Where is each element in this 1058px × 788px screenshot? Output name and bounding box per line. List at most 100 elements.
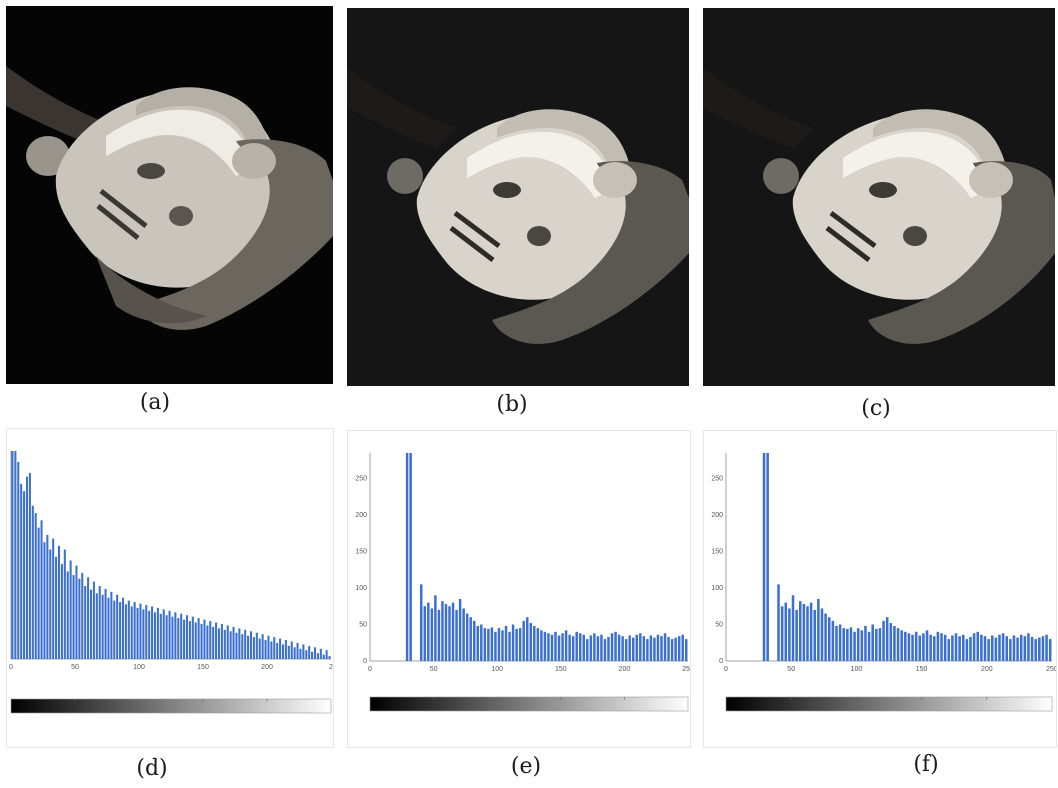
photo-b <box>347 8 689 386</box>
histogram-bar <box>46 534 49 659</box>
histogram-bar <box>55 556 58 659</box>
histogram-bar <box>983 636 987 661</box>
histogram-bar <box>229 631 232 659</box>
x-tick-label: 200 <box>261 664 273 671</box>
histogram-bar <box>194 622 197 659</box>
histogram-bar <box>212 626 215 659</box>
x-tick-label: 200 <box>619 666 631 673</box>
histogram-bar <box>593 633 596 661</box>
histogram-bar <box>954 633 958 661</box>
histogram-bar <box>151 606 154 659</box>
histogram-bar <box>806 606 809 661</box>
histogram-bar <box>217 628 221 659</box>
histogram-bar <box>885 617 889 661</box>
x-tick-label: 0 <box>724 666 728 673</box>
histogram-bar <box>871 624 874 661</box>
histogram-bar <box>667 636 670 661</box>
histogram-bar <box>838 624 842 661</box>
histogram-bar <box>610 633 614 661</box>
x-tick-label: 50 <box>787 666 795 673</box>
histogram-bar <box>925 630 929 661</box>
histogram-bar <box>526 617 529 661</box>
y-tick-label: 200 <box>355 512 367 519</box>
histogram-bar <box>63 549 66 659</box>
histogram-bar <box>101 594 104 659</box>
histogram-bar <box>177 618 180 659</box>
histogram-bar <box>575 631 578 661</box>
histogram-bar <box>1045 634 1048 661</box>
x-tick-label: 50 <box>430 666 438 673</box>
histogram-bar <box>153 612 157 659</box>
histogram-bar <box>677 636 681 661</box>
histogram-bar <box>614 631 617 661</box>
histogram-bar <box>455 609 458 661</box>
histogram-bar <box>904 631 907 661</box>
histogram-bar <box>929 634 932 661</box>
histogram-bar <box>168 610 171 659</box>
histogram-bar <box>159 613 162 659</box>
histogram-bar <box>533 625 536 661</box>
histogram-bar <box>893 625 896 661</box>
histogram-bar <box>809 602 813 661</box>
histogram-bar <box>674 637 677 661</box>
statue-head-image-a <box>6 6 333 384</box>
histogram-bar <box>487 628 490 661</box>
histogram-bar <box>183 619 186 659</box>
histogram-bar <box>180 613 183 659</box>
histogram-bar <box>40 520 43 659</box>
y-tick-label: 0 <box>719 658 723 665</box>
caption-d: (d) <box>136 756 168 781</box>
histogram-bar <box>34 513 37 659</box>
histogram-bar <box>1038 637 1041 661</box>
histogram-bar <box>197 618 200 659</box>
x-tick-label: 250 <box>682 666 690 673</box>
histogram-bar <box>550 634 554 661</box>
histogram-bar <box>480 624 483 661</box>
histogram-bar <box>795 609 798 661</box>
x-tick-label: 0 <box>9 664 13 671</box>
histogram-bar <box>23 491 26 659</box>
histogram-bar <box>17 461 20 659</box>
histogram-bar <box>660 636 663 661</box>
x-tick-label: 2 <box>329 664 333 671</box>
histogram-bar <box>596 636 600 661</box>
histogram-bar <box>328 656 331 659</box>
histogram-bar <box>49 549 52 659</box>
histogram-bar <box>617 634 621 661</box>
y-tick-label: 250 <box>711 476 723 483</box>
histogram-bar <box>139 603 142 659</box>
histogram-bar <box>561 633 564 661</box>
x-tick-label: 200 <box>981 666 993 673</box>
histogram-bar <box>867 631 871 661</box>
histogram-bar <box>780 606 784 661</box>
photo-a <box>6 6 333 384</box>
histogram-f-plot: 0 50 100 150 200 250 0 50 100 150 200 250 <box>711 453 1056 712</box>
histogram-bar <box>261 634 264 659</box>
histogram-bar <box>299 648 302 659</box>
histogram-bar <box>84 586 87 659</box>
histogram-bar <box>777 584 780 661</box>
histogram-bar <box>165 615 168 659</box>
histogram-bar <box>1041 636 1045 661</box>
histogram-bar <box>14 451 17 659</box>
histogram-bar <box>281 644 285 659</box>
histogram-bar <box>1023 636 1027 661</box>
histogram-bar <box>244 629 247 659</box>
histogram-bar <box>296 642 299 659</box>
histogram-bar <box>124 604 127 659</box>
histogram-bar <box>494 631 497 661</box>
histogram-bar <box>78 578 81 659</box>
histogram-bar <box>325 650 328 659</box>
histogram-bar <box>107 597 110 659</box>
histogram-bar <box>621 636 624 661</box>
histogram-bar <box>174 612 177 659</box>
histogram-bar <box>1048 639 1052 661</box>
histogram-bar <box>287 645 290 659</box>
histogram-bar <box>571 636 575 661</box>
histogram-bar <box>878 628 882 661</box>
histogram-bar <box>642 636 646 661</box>
histogram-bar <box>522 620 525 661</box>
histogram-bar <box>958 636 961 661</box>
histogram-bar <box>1019 634 1023 661</box>
histogram-bar <box>685 639 688 661</box>
